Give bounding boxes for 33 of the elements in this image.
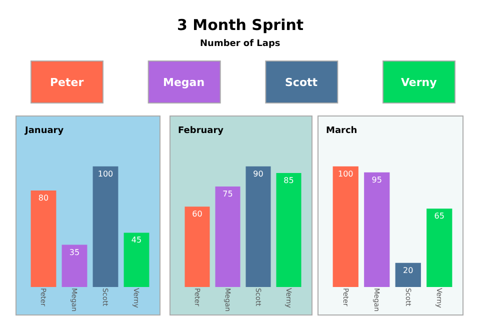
data-label: 85 [284, 176, 294, 186]
bar [92, 166, 118, 287]
category-label: Scott [285, 76, 318, 89]
category-label: Megan [163, 76, 205, 89]
chart-title: March [326, 126, 358, 136]
data-label: 20 [403, 266, 414, 275]
chart-title: January [24, 126, 64, 136]
chart-title: February [178, 126, 224, 136]
bar [62, 244, 88, 287]
bar [246, 166, 271, 287]
data-label: 100 [98, 169, 114, 178]
bar [30, 190, 56, 287]
data-label: 35 [69, 248, 80, 257]
data-label: 60 [192, 210, 202, 219]
data-label: 45 [131, 236, 142, 245]
text: 3 Month Sprint [177, 16, 304, 34]
category-label: Verny [401, 76, 437, 89]
data-label: 95 [372, 175, 382, 184]
data-label: 75 [222, 189, 233, 198]
bar [215, 186, 240, 287]
bar [364, 172, 390, 287]
data-label: 65 [434, 212, 444, 221]
bar [184, 206, 210, 287]
data-label: 80 [38, 193, 49, 202]
bar [332, 166, 358, 287]
bar [276, 173, 302, 287]
bar [124, 232, 150, 287]
bar [426, 208, 452, 287]
text: Number of Laps [200, 39, 280, 49]
data-label: 90 [253, 169, 264, 178]
bar [395, 262, 421, 287]
data-label: 100 [338, 169, 354, 178]
category-label: Peter [50, 76, 84, 89]
